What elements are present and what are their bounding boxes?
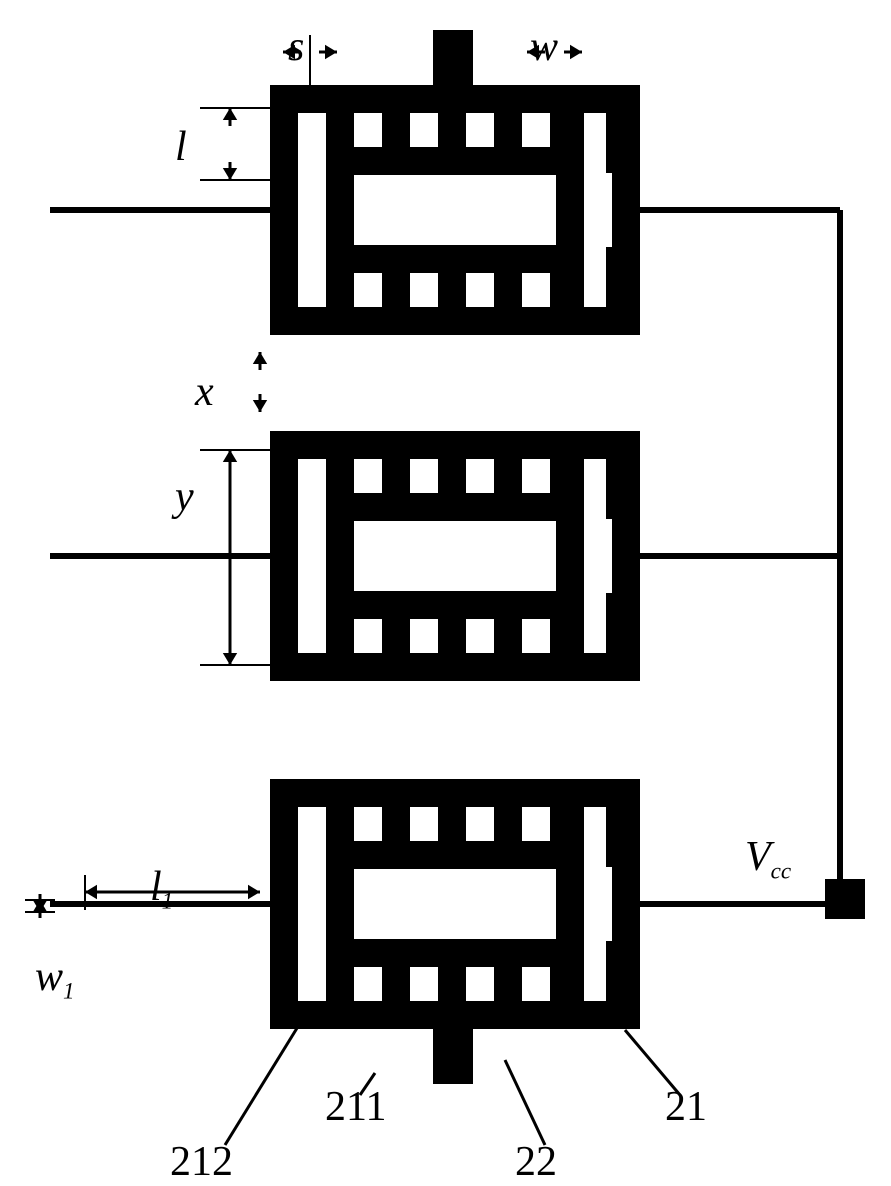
tooth-up: [438, 87, 466, 147]
inner-bar-top: [326, 493, 584, 521]
tab-top: [433, 30, 473, 85]
outer-post-left: [270, 779, 298, 1029]
tooth-up-bottom: [382, 247, 410, 307]
inner-post-left: [326, 113, 354, 307]
label: 212: [170, 1139, 233, 1185]
label: w1: [35, 954, 75, 1003]
tooth-up: [550, 781, 578, 841]
tooth-down-bottom: [438, 619, 466, 679]
tab-bottom: [433, 1029, 473, 1084]
inner-post-left: [326, 807, 354, 1001]
pointer: [225, 1020, 302, 1145]
label: 211: [325, 1084, 386, 1130]
tooth-down-bottom: [550, 619, 578, 679]
label: x: [194, 369, 214, 415]
tooth-down-bottom: [438, 273, 466, 333]
tooth-up-bottom: [606, 593, 634, 653]
inner-bar-bottom: [326, 939, 584, 967]
inner-bar-top: [326, 841, 584, 869]
tooth-down: [494, 113, 522, 173]
tooth-down: [606, 807, 634, 867]
outer-post-left: [270, 431, 298, 681]
label: l1: [150, 864, 173, 913]
outer-post-left: [270, 85, 298, 335]
tooth-up: [550, 87, 578, 147]
tooth-up-bottom: [494, 941, 522, 1001]
label: 21: [665, 1084, 707, 1130]
label: y: [171, 474, 194, 520]
tooth-down-bottom: [550, 967, 578, 1027]
tooth-down-bottom: [550, 273, 578, 333]
tooth-up-bottom: [382, 593, 410, 653]
tooth-down: [494, 459, 522, 519]
tooth-up: [550, 433, 578, 493]
tooth-down: [494, 807, 522, 867]
tooth-up-bottom: [606, 941, 634, 1001]
pointer: [625, 1030, 680, 1095]
tooth-up-bottom: [606, 247, 634, 307]
tooth-up-bottom: [382, 941, 410, 1001]
pointer: [505, 1060, 545, 1145]
label: w: [530, 24, 558, 70]
tooth-down: [606, 459, 634, 519]
inner-bar-bottom: [326, 245, 584, 273]
tooth-down-bottom: [438, 967, 466, 1027]
units: [270, 85, 640, 1029]
label: 22: [515, 1139, 557, 1185]
label: s: [288, 24, 304, 70]
tooth-up: [438, 433, 466, 493]
inner-bar-top: [326, 147, 584, 175]
tooth-up-bottom: [494, 247, 522, 307]
tooth-up: [438, 781, 466, 841]
label: Vcc: [745, 834, 791, 883]
label: l: [175, 124, 187, 170]
tooth-up-bottom: [494, 593, 522, 653]
inner-post-left: [326, 459, 354, 653]
tooth-down: [382, 459, 410, 519]
inner-bar-bottom: [326, 591, 584, 619]
tooth-down: [606, 113, 634, 173]
tooth-down: [382, 807, 410, 867]
tooth-down: [382, 113, 410, 173]
vcc-pad: [825, 879, 865, 919]
